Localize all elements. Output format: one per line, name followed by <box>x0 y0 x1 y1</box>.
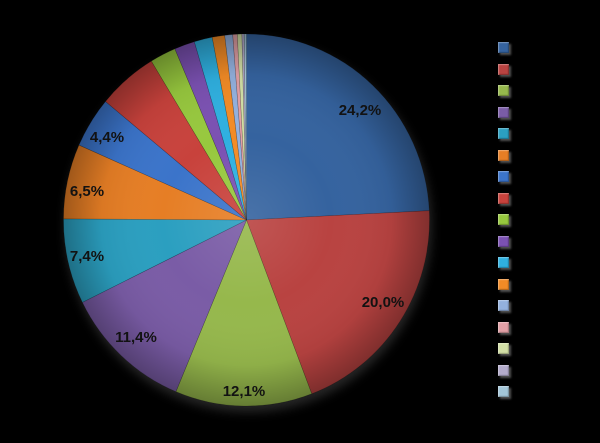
pie-shading-overlay <box>63 34 430 406</box>
slice-percent-label: 24,2% <box>339 102 382 119</box>
slice-percent-label: 4,4% <box>90 129 124 146</box>
slice-percent-label: 11,4% <box>115 329 157 346</box>
slice-percent-label: 6,5% <box>70 183 104 200</box>
slice-percent-label: 7,4% <box>70 248 104 265</box>
slice-percent-label: 20,0% <box>362 294 405 311</box>
slice-percent-label: 12,1% <box>223 383 266 400</box>
